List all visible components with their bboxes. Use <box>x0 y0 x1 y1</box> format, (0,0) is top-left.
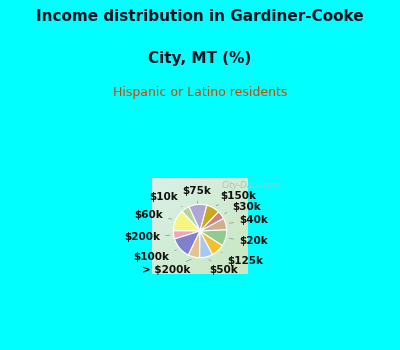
Text: $30k: $30k <box>225 202 261 214</box>
Text: $40k: $40k <box>230 215 268 225</box>
Wedge shape <box>188 231 200 258</box>
Wedge shape <box>200 231 212 258</box>
Text: City, MT (%): City, MT (%) <box>148 51 252 66</box>
Text: $100k: $100k <box>133 250 176 262</box>
Text: $60k: $60k <box>134 210 172 219</box>
Wedge shape <box>182 207 200 231</box>
Text: Income distribution in Gardiner-Cooke: Income distribution in Gardiner-Cooke <box>36 9 364 24</box>
Wedge shape <box>173 211 200 231</box>
Wedge shape <box>200 230 227 245</box>
Text: City-Data.com: City-Data.com <box>222 181 282 190</box>
Text: Hispanic or Latino residents: Hispanic or Latino residents <box>113 86 287 99</box>
Wedge shape <box>189 204 207 231</box>
Wedge shape <box>200 212 224 231</box>
Text: $125k: $125k <box>221 252 264 266</box>
Wedge shape <box>200 218 227 231</box>
Text: > $200k: > $200k <box>142 259 191 275</box>
Wedge shape <box>173 231 200 239</box>
Text: $10k: $10k <box>149 192 182 206</box>
Wedge shape <box>200 231 222 254</box>
Text: $200k: $200k <box>124 232 170 242</box>
Text: $50k: $50k <box>209 260 238 275</box>
Wedge shape <box>200 205 218 231</box>
Text: $20k: $20k <box>230 237 268 246</box>
Text: $150k: $150k <box>216 191 256 206</box>
Wedge shape <box>174 231 200 255</box>
Text: $75k: $75k <box>182 186 211 203</box>
